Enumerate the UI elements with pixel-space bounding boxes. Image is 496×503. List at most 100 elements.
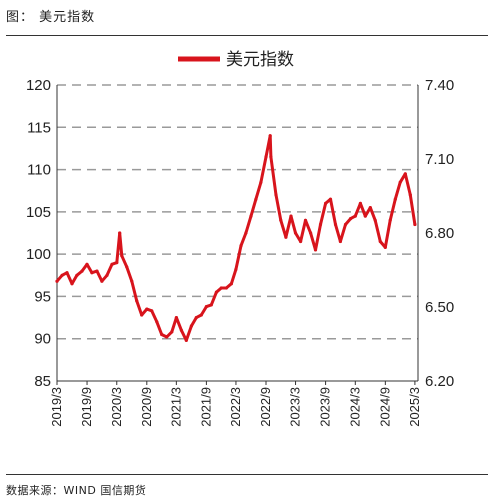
- x-tick-label: 2021/3: [168, 387, 183, 427]
- data-point: [383, 245, 387, 249]
- x-tick-label: 2022/3: [228, 387, 243, 427]
- data-point: [90, 271, 94, 275]
- data-point: [160, 332, 164, 337]
- data-point: [224, 286, 228, 290]
- data-point: [244, 231, 248, 235]
- data-point: [135, 299, 139, 303]
- x-tick-label: 2024/9: [377, 387, 392, 427]
- data-point: [115, 261, 119, 265]
- data-point: [170, 330, 174, 334]
- data-point: [130, 279, 134, 283]
- data-point: [343, 222, 348, 227]
- y-tick-label-left: 85: [34, 373, 51, 390]
- data-point: [239, 244, 243, 248]
- x-tick-label: 2023/9: [318, 387, 333, 427]
- bottom-rule: [6, 474, 488, 475]
- data-point: [204, 305, 208, 309]
- data-point: [184, 338, 188, 342]
- data-point: [259, 180, 263, 184]
- data-point: [105, 273, 109, 277]
- data-point: [353, 214, 357, 218]
- data-point: [349, 217, 353, 221]
- data-point: [80, 269, 84, 273]
- x-tick-label: 2021/9: [198, 387, 213, 427]
- data-point: [413, 222, 417, 227]
- data-point: [75, 273, 79, 277]
- x-tick-label: 2023/3: [288, 387, 303, 427]
- y-tick-label-right: 6.80: [425, 225, 454, 242]
- data-point: [279, 218, 283, 222]
- y-tick-label-left: 95: [34, 288, 51, 305]
- data-point: [284, 235, 288, 239]
- data-point: [324, 201, 328, 205]
- figure-title: 图： 美元指数: [6, 10, 96, 25]
- y-tick-label-left: 90: [34, 331, 51, 348]
- data-point: [125, 265, 129, 269]
- y-tick-label-left: 110: [27, 162, 51, 179]
- data-point: [229, 282, 233, 286]
- y-tick-label-right: 6.50: [425, 299, 454, 316]
- data-point: [408, 193, 412, 197]
- x-tick-label: 2019/9: [79, 387, 94, 427]
- data-point: [120, 254, 124, 258]
- y-tick-label-left: 100: [26, 246, 51, 263]
- data-point: [378, 239, 382, 244]
- legend: 美元指数: [178, 50, 294, 70]
- y-axis-left-ticks: 85 90 95 100 105 110 115 120: [26, 77, 51, 390]
- data-point: [85, 262, 89, 266]
- data-point: [254, 197, 258, 201]
- data-point: [289, 214, 293, 218]
- x-tick-label: 2020/9: [139, 387, 154, 427]
- data-point: [398, 180, 402, 184]
- data-point: [189, 324, 193, 328]
- data-point: [313, 248, 318, 252]
- data-point: [95, 269, 99, 273]
- legend-label: 美元指数: [226, 50, 294, 70]
- data-point: [60, 273, 64, 277]
- data-point: [214, 290, 218, 294]
- x-tick-label: 2020/3: [109, 387, 124, 427]
- x-tick-label: 2022/9: [258, 387, 273, 427]
- x-tick-label: 2019/3: [49, 387, 64, 427]
- data-point: [234, 267, 238, 271]
- data-point: [268, 134, 272, 138]
- x-tick-label: 2025/3: [407, 387, 422, 427]
- data-point: [269, 155, 273, 159]
- data-point: [174, 316, 178, 320]
- data-point: [194, 316, 198, 320]
- data-point: [303, 218, 308, 222]
- data-point: [118, 231, 122, 235]
- data-point: [140, 313, 144, 317]
- data-point: [293, 231, 298, 235]
- data-point: [179, 328, 183, 332]
- data-point: [199, 313, 203, 317]
- data-point: [393, 197, 397, 201]
- data-point: [299, 239, 303, 244]
- data-point: [110, 262, 114, 266]
- data-point: [373, 218, 377, 222]
- data-point: [328, 197, 333, 201]
- data-point: [318, 222, 323, 227]
- data-point: [219, 286, 223, 290]
- data-point: [264, 155, 268, 159]
- data-point: [145, 307, 149, 311]
- data-point: [388, 218, 392, 222]
- series-group: [55, 134, 417, 342]
- data-point: [333, 222, 338, 227]
- data-point: [368, 206, 372, 210]
- source-note: 数据来源：WIND 国信期货: [6, 484, 147, 497]
- y-tick-label-right: 7.10: [425, 151, 454, 168]
- data-point: [165, 335, 169, 339]
- data-point: [55, 279, 59, 283]
- data-point: [249, 214, 253, 218]
- data-point: [338, 239, 342, 244]
- data-point: [65, 271, 69, 275]
- series-line-dollar-index: [55, 134, 417, 342]
- data-point: [70, 282, 74, 286]
- y-tick-label-right: 7.40: [425, 77, 454, 94]
- data-point: [155, 320, 159, 324]
- y-axis-right-ticks: 6.20 6.50 6.80 7.10 7.40: [425, 77, 454, 390]
- data-point: [403, 172, 407, 176]
- chart-svg: 85 90 95 100 105 110 115 120 6.20 6.50 6.80 7.10 7.…: [26, 50, 454, 427]
- y-tick-label-left: 120: [26, 77, 51, 94]
